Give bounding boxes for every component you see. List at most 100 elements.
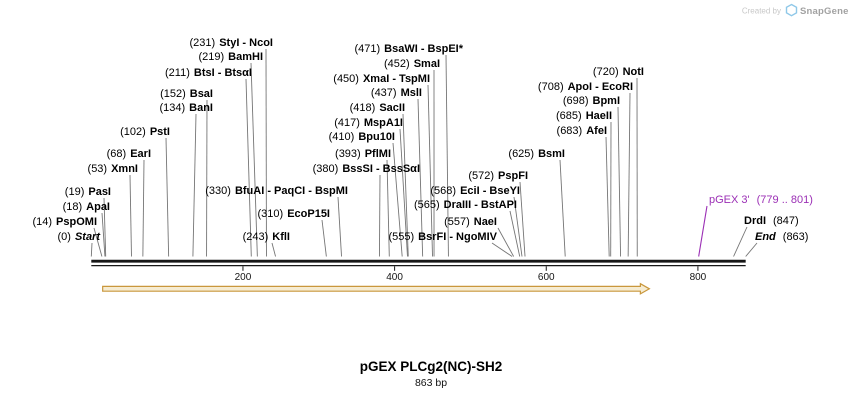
site-label[interactable]: (708) ApoI - EcoRI (538, 81, 633, 93)
site-label[interactable]: (14) PspOMI (32, 216, 97, 228)
site-label-run: (708) (538, 81, 564, 93)
site-label[interactable]: (330) BfuAI - PaqCI - BspMI (205, 185, 348, 197)
site-label[interactable]: (68) EarI (107, 148, 151, 160)
site-label[interactable]: (410) Bpu10I (329, 131, 395, 143)
watermark-created-by-text: Created by (742, 7, 781, 16)
site-label-run: (452) (384, 58, 410, 70)
site-label[interactable]: DrdI (847) (744, 215, 799, 227)
site-label[interactable]: (568) EciI - BseYI (430, 185, 520, 197)
site-callout-line (321, 219, 327, 257)
orf-arrow[interactable] (102, 282, 651, 295)
site-label[interactable]: (685) HaeII (556, 110, 612, 122)
site-label-run: (418) (350, 102, 376, 114)
site-label-run: (231) (190, 37, 216, 49)
site-label-run: PasI (88, 186, 111, 198)
site-label[interactable]: (0) Start (57, 231, 101, 243)
ruler-tick-label: 800 (690, 272, 707, 283)
site-label-run: (557) (444, 216, 470, 228)
site-label-run: (555) (388, 231, 414, 243)
site-callout-line (491, 242, 513, 257)
site-callout-line (497, 227, 515, 257)
site-label-run: (152) (160, 88, 186, 100)
site-label[interactable]: (417) MspA1I (334, 117, 403, 129)
site-label-run: (68) (107, 148, 127, 160)
site-label[interactable]: (557) NaeI (444, 216, 497, 228)
site-label-run: DrdI (744, 215, 766, 227)
site-label-run: (19) (65, 186, 85, 198)
site-label[interactable]: (418) SacII (350, 102, 405, 114)
site-label[interactable]: (437) MslI (371, 87, 422, 99)
site-label-run: (698) (563, 95, 589, 107)
map-title: pGEX PLCg2(NC)-SH2 (360, 359, 503, 374)
site-label-run: (410) (329, 131, 355, 143)
site-callout-line (129, 174, 132, 257)
ruler-tick-label: 400 (386, 272, 403, 283)
site-label[interactable]: (380) BssSI - BssSαI (313, 163, 420, 175)
site-label[interactable]: (310) EcoP15I (258, 208, 331, 220)
site-label[interactable]: (102) PstI (120, 126, 170, 138)
site-label[interactable]: (152) BsaI (160, 88, 213, 100)
ruler-tick-label: 600 (538, 272, 555, 283)
site-label-run: PspOMI (56, 216, 97, 228)
site-label[interactable]: (555) BsrFI - NgoMIV (388, 231, 497, 243)
site-label[interactable]: (471) BsaWI - BspEI* (354, 43, 463, 55)
ruler-tick-label: 200 (235, 272, 252, 283)
site-callout-line (192, 113, 197, 257)
site-label[interactable]: (452) SmaI (384, 58, 440, 70)
site-callout-line (427, 84, 433, 257)
site-label-run: XmnI (111, 163, 138, 175)
site-label-run: SacII (379, 102, 405, 114)
site-label-run: (685) (556, 110, 582, 122)
site-label[interactable]: (683) AfeI (557, 125, 607, 137)
site-label-run: ApaI (86, 201, 110, 213)
site-label-run: EciI - BseYI (460, 185, 520, 197)
site-label-run: BtsI - BtsαI (194, 67, 252, 79)
site-label[interactable]: (698) BpmI (563, 95, 620, 107)
site-label[interactable]: (219) BamHI (198, 51, 263, 63)
site-label[interactable]: End (863) (755, 231, 808, 243)
site-label-run: BpmI (593, 95, 621, 107)
site-callout-line (733, 226, 748, 257)
site-label-run: MspA1I (364, 117, 403, 129)
site-label[interactable]: (231) StyI - NcoI (190, 37, 273, 49)
site-callout-line (93, 227, 103, 257)
primer-label[interactable]: pGEX 3' (779 .. 801) (709, 194, 813, 206)
snapgene-logo-icon (785, 3, 798, 17)
site-label-run: HaeII (586, 110, 612, 122)
site-callout-line (271, 242, 276, 257)
site-label[interactable]: (19) PasI (65, 186, 111, 198)
ruler-layer: 200 400 600 800 (235, 266, 707, 283)
site-label[interactable]: (625) BsmI (508, 148, 565, 160)
site-label[interactable]: (393) PflMI (335, 148, 391, 160)
site-label[interactable]: (572) PspFI (468, 170, 528, 182)
site-label[interactable]: (53) XmnI (88, 163, 138, 175)
site-label-run: StyI - NcoI (219, 37, 273, 49)
site-callout-line (605, 136, 610, 257)
site-label[interactable]: (243) KflI (243, 231, 290, 243)
site-label-run: DraIII - BstAPI (444, 199, 517, 211)
site-label-run: (572) (468, 170, 494, 182)
feature-layer (102, 282, 651, 295)
site-label[interactable]: (134) BanI (159, 102, 213, 114)
site-label-run: BssSI - BssSαI (342, 163, 420, 175)
site-label[interactable]: (720) NotI (593, 66, 644, 78)
site-callout-line (402, 113, 409, 257)
site-label-run: BsrFI - NgoMIV (418, 231, 497, 243)
site-label-run: (779 .. 801) (757, 194, 813, 206)
site-label-run: ApoI - EcoRI (568, 81, 633, 93)
site-label-run: (53) (88, 163, 108, 175)
site-label[interactable]: (211) BtsI - BtsαI (165, 67, 252, 79)
site-label-run: KflI (272, 231, 290, 243)
watermark-brand-text: SnapGene (800, 6, 849, 17)
site-callout-line (519, 181, 526, 257)
site-callout-line (337, 196, 342, 257)
site-label[interactable]: (18) ApaI (63, 201, 110, 213)
site-label-run: (417) (334, 117, 360, 129)
site-label-run: PspFI (498, 170, 528, 182)
site-label[interactable]: (565) DraIII - BstAPI (414, 199, 517, 211)
site-label-run: PstI (150, 126, 170, 138)
sequence-layer (91, 259, 746, 267)
site-label[interactable]: (450) XmaI - TspMI (333, 73, 430, 85)
site-callout-line (745, 242, 758, 257)
